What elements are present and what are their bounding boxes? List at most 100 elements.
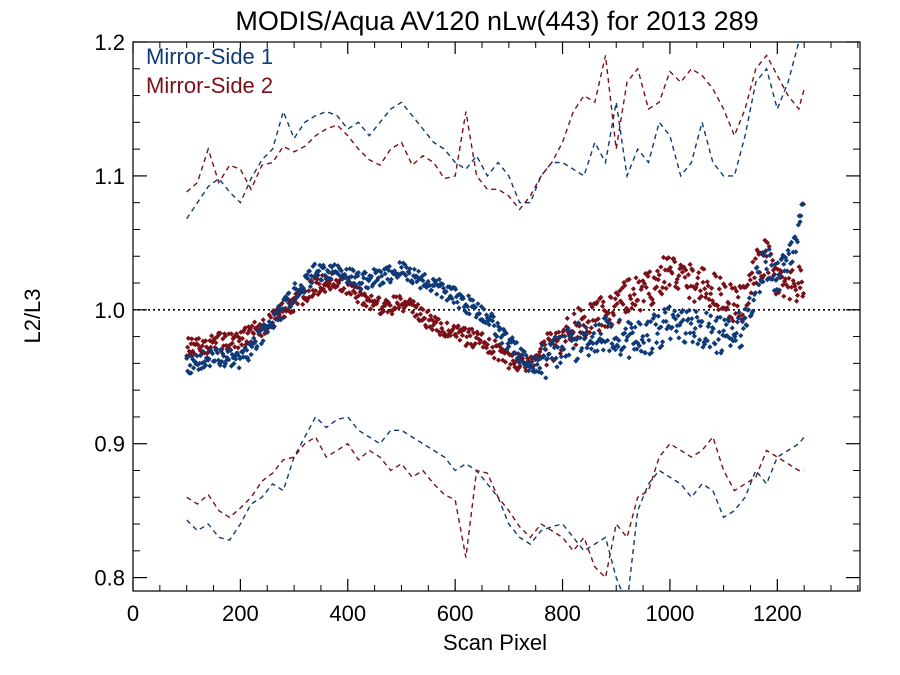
series-2-point <box>561 327 567 333</box>
series-1-point <box>590 340 596 347</box>
series-1-point <box>328 276 334 282</box>
series-2-point <box>287 298 293 304</box>
series-2-point <box>633 275 639 281</box>
series-1-point <box>579 345 585 351</box>
series-1-point <box>613 335 619 341</box>
series-1-point <box>253 346 259 352</box>
series-2-point <box>613 290 619 296</box>
series-2-point <box>717 275 723 281</box>
series-2-point <box>650 300 656 306</box>
series-1-point <box>636 343 642 349</box>
series-1-point <box>325 269 331 275</box>
series-1-point <box>414 279 420 285</box>
series-2-point <box>514 367 520 373</box>
series-1-point <box>750 308 756 314</box>
series-1-point <box>447 293 453 299</box>
series-1-point <box>649 346 655 352</box>
series-1-point <box>373 270 379 276</box>
series-2-point <box>645 273 651 279</box>
series-1-point <box>788 260 794 267</box>
series-1-point <box>690 339 696 345</box>
series-1-point <box>640 333 646 339</box>
series-1-point <box>744 322 750 329</box>
series-1-point <box>203 362 209 368</box>
series-1-point <box>394 274 400 280</box>
series-2-point <box>587 301 594 307</box>
series-1-point <box>763 259 769 265</box>
series-1-point <box>523 352 529 358</box>
series-1-point <box>376 268 382 274</box>
series-1-point <box>735 315 741 321</box>
series-2-point <box>390 307 396 313</box>
series-1-point <box>510 338 516 344</box>
series-1-point <box>192 359 198 365</box>
series-1-point <box>734 319 740 325</box>
series-1-point <box>264 329 270 335</box>
series-2-point <box>430 322 436 328</box>
series-2-point <box>222 333 228 339</box>
series-2-point <box>792 283 798 289</box>
series-2-point <box>323 282 329 288</box>
series-1-point <box>661 306 667 312</box>
series-1-point <box>270 325 277 331</box>
series-2-point <box>777 267 783 273</box>
series-2-point <box>464 334 470 340</box>
series-1-point <box>715 336 722 343</box>
series-1-point <box>225 349 231 355</box>
series-2-point <box>294 301 301 307</box>
series-1-point <box>672 308 678 314</box>
series-1-point <box>449 296 455 302</box>
series-2-point <box>438 320 444 326</box>
series-2-point <box>636 278 642 285</box>
series-1-point <box>739 343 745 349</box>
series-1-point <box>533 368 539 374</box>
series-1-point <box>531 354 537 361</box>
series-1-point <box>238 355 244 361</box>
series-1-point <box>465 293 472 299</box>
series-1-point <box>360 271 366 277</box>
series-1-point <box>764 266 770 272</box>
series-1-point <box>794 239 801 245</box>
series-1-point <box>369 283 375 289</box>
series-2-point <box>693 284 699 290</box>
series-2-point <box>548 331 554 337</box>
series-1-point <box>585 342 591 348</box>
series-2-point <box>470 344 476 350</box>
series-2-point <box>734 303 740 309</box>
series-2-point <box>482 339 488 345</box>
series-1-point <box>569 338 575 344</box>
series-2-point <box>410 298 417 305</box>
series-2-point <box>454 325 460 331</box>
series-1-point <box>222 361 228 367</box>
series-2-point <box>361 300 367 306</box>
series-1-point <box>413 273 419 279</box>
series-1-point <box>286 290 292 296</box>
series-1-point <box>684 309 690 315</box>
series-2-point <box>626 276 632 282</box>
series-1-point <box>751 297 757 303</box>
series-2-point <box>195 342 201 348</box>
series-2-point <box>245 324 252 330</box>
series-2-point <box>622 282 628 289</box>
series-1-point <box>224 355 230 361</box>
series-2-point <box>715 303 721 309</box>
series-2-point <box>660 285 666 291</box>
series-1-point <box>592 348 598 354</box>
series-2-point <box>756 251 762 257</box>
series-2-point <box>289 297 295 303</box>
series-1-point <box>641 340 647 346</box>
series-1-point <box>359 280 365 286</box>
series-2-point <box>609 321 615 328</box>
series-1-point <box>417 285 423 291</box>
series-1-point <box>700 344 706 350</box>
series-1-point <box>675 313 681 319</box>
series-2-point <box>339 288 345 294</box>
series-1-point <box>539 342 545 348</box>
series-2-point <box>459 328 465 334</box>
series-1-point <box>702 341 708 347</box>
series-1-point <box>589 334 595 340</box>
series-1-point <box>355 270 362 276</box>
series-2-point <box>675 286 681 292</box>
series-1-point <box>653 321 659 328</box>
series-2-point <box>437 332 443 338</box>
